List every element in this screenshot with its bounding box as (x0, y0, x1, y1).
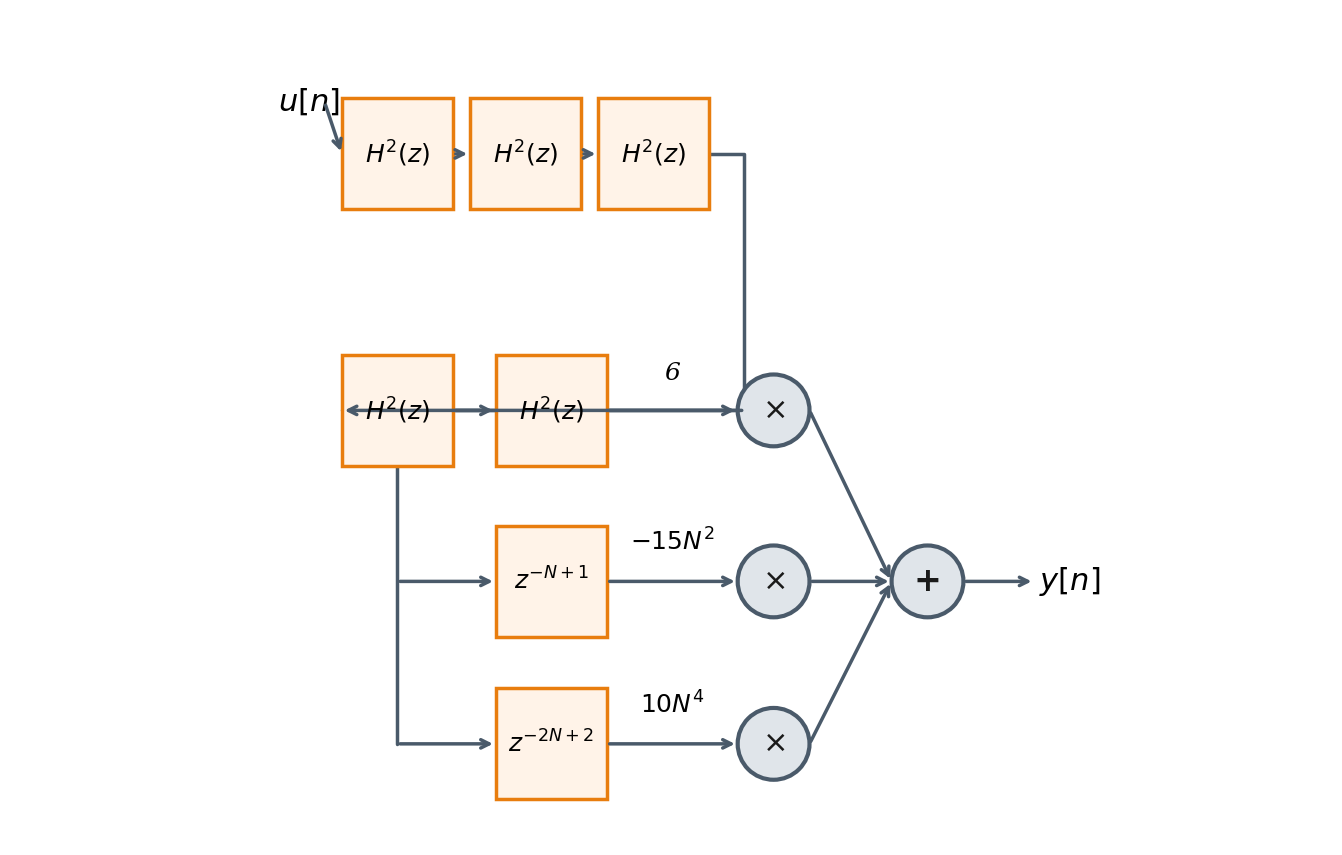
Text: $u[n]$: $u[n]$ (278, 87, 340, 118)
Text: $z^{-N+1}$: $z^{-N+1}$ (514, 568, 589, 595)
Text: $H^2(z)$: $H^2(z)$ (494, 139, 558, 169)
Text: $H^2(z)$: $H^2(z)$ (621, 139, 686, 169)
FancyBboxPatch shape (495, 355, 607, 466)
FancyBboxPatch shape (342, 98, 454, 209)
Circle shape (738, 708, 809, 780)
Circle shape (891, 545, 964, 617)
Circle shape (738, 374, 809, 446)
Text: $\times$: $\times$ (762, 396, 785, 425)
Text: $H^2(z)$: $H^2(z)$ (519, 395, 584, 426)
FancyBboxPatch shape (599, 98, 710, 209)
FancyBboxPatch shape (495, 526, 607, 637)
Text: +: + (914, 565, 942, 598)
Text: $y[n]$: $y[n]$ (1039, 565, 1100, 598)
FancyBboxPatch shape (342, 355, 454, 466)
Text: $z^{-2N+2}$: $z^{-2N+2}$ (509, 730, 595, 758)
Text: $10N^4$: $10N^4$ (640, 691, 705, 718)
FancyBboxPatch shape (470, 98, 581, 209)
Text: $-15N^2$: $-15N^2$ (629, 528, 714, 556)
Circle shape (738, 545, 809, 617)
Text: 6: 6 (664, 362, 680, 385)
Text: $\times$: $\times$ (762, 729, 785, 758)
Text: $\times$: $\times$ (762, 567, 785, 596)
FancyBboxPatch shape (495, 688, 607, 799)
Text: $H^2(z)$: $H^2(z)$ (365, 395, 429, 426)
Text: $H^2(z)$: $H^2(z)$ (365, 139, 429, 169)
